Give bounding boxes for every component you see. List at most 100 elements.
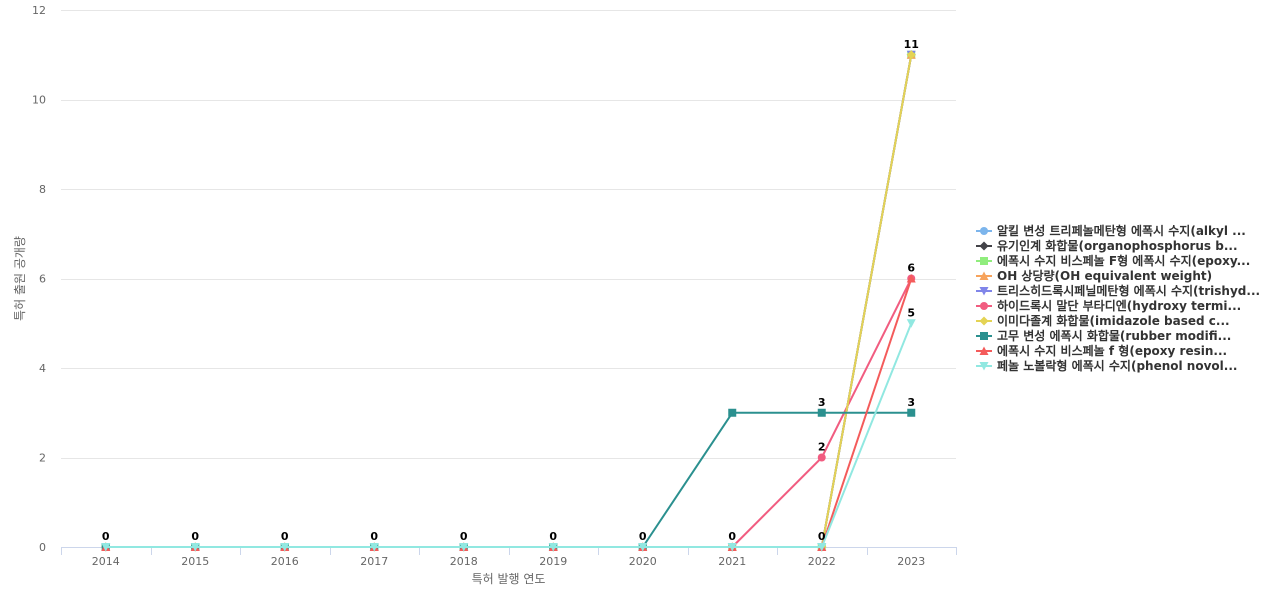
x-tick-label: 2020 bbox=[629, 555, 657, 568]
series-5 bbox=[101, 50, 916, 552]
series-point bbox=[906, 274, 916, 283]
data-label: 2 bbox=[818, 441, 826, 454]
legend-item[interactable]: 에폭시 수지 비스페놀 f 형(epoxy resin... bbox=[976, 343, 1227, 358]
y-tick-label: 0 bbox=[39, 541, 46, 554]
series-2 bbox=[101, 50, 916, 552]
series-line bbox=[105, 54, 913, 548]
legend-symbol bbox=[979, 287, 989, 296]
legend-symbol bbox=[979, 362, 989, 371]
legend-symbol bbox=[979, 346, 989, 355]
y-tick-label: 6 bbox=[39, 273, 46, 286]
series-point bbox=[906, 319, 916, 328]
series-point bbox=[817, 408, 826, 417]
legend-symbol bbox=[979, 316, 989, 326]
series-point bbox=[280, 543, 290, 552]
legend-label: 이미다졸계 화합물(imidazole based c... bbox=[997, 313, 1230, 328]
legend-symbol bbox=[979, 241, 989, 251]
legend-label: 고무 변성 에폭시 화합물(rubber modifi... bbox=[997, 328, 1231, 343]
series-point bbox=[101, 543, 111, 552]
legend-symbol bbox=[980, 332, 988, 340]
legend: 알킬 변성 트리페놀메탄형 에폭시 수지(alkyl ...유기인계 화합물(o… bbox=[976, 223, 1260, 373]
series-3 bbox=[101, 50, 916, 551]
series-4 bbox=[101, 50, 916, 551]
series-10 bbox=[101, 319, 916, 552]
data-label: 0 bbox=[460, 530, 468, 543]
y-tick-label: 2 bbox=[39, 452, 46, 465]
legend-symbol bbox=[980, 227, 988, 235]
series-point bbox=[190, 543, 200, 552]
x-axis: 2014 2015 2016 2017 2018 2019 2020 2021 2022 2023 bbox=[61, 547, 957, 568]
legend-label: 페놀 노볼락형 에폭시 수지(phenol novol... bbox=[997, 358, 1237, 373]
series-line bbox=[105, 322, 913, 548]
legend-label: 하이드록시 말단 부타디엔(hydroxy termi... bbox=[997, 298, 1241, 313]
series-point bbox=[638, 543, 648, 552]
data-label: 0 bbox=[191, 530, 199, 543]
legend-item[interactable]: 하이드록시 말단 부타디엔(hydroxy termi... bbox=[976, 298, 1241, 313]
legend-item[interactable]: 알킬 변성 트리페놀메탄형 에폭시 수지(alkyl ... bbox=[976, 223, 1246, 238]
series-point bbox=[817, 453, 826, 462]
y-tick-label: 12 bbox=[32, 4, 46, 17]
data-label: 0 bbox=[639, 530, 647, 543]
series-point bbox=[907, 408, 916, 417]
x-tick-label: 2019 bbox=[539, 555, 567, 568]
legend-item[interactable]: 트리스히드록시페닐메탄형 에폭시 수지(trishyd... bbox=[976, 283, 1260, 298]
data-labels: 0 0 0 0 0 0 0 0 0 2 3 11 6 5 3 bbox=[102, 38, 919, 543]
series-1 bbox=[101, 50, 916, 551]
x-axis-title: 특허 발행 연도 bbox=[472, 571, 546, 586]
data-label: 0 bbox=[728, 530, 736, 543]
series-point bbox=[369, 543, 379, 552]
legend-symbol bbox=[980, 302, 988, 310]
legend-label: 알킬 변성 트리페놀메탄형 에폭시 수지(alkyl ... bbox=[997, 223, 1246, 238]
series-line bbox=[105, 411, 912, 548]
legend-item[interactable]: 유기인계 화합물(organophosphorus b... bbox=[976, 238, 1238, 253]
series-8 bbox=[101, 408, 916, 551]
series-point bbox=[906, 50, 916, 60]
legend-item[interactable]: OH 상당량(OH equivalent weight) bbox=[976, 268, 1212, 283]
x-tick-label: 2018 bbox=[450, 555, 478, 568]
series-point bbox=[459, 543, 469, 552]
series-line bbox=[105, 54, 913, 548]
data-label: 6 bbox=[907, 262, 915, 275]
legend-symbol bbox=[980, 257, 988, 265]
grid-lines bbox=[61, 10, 956, 548]
data-label: 0 bbox=[102, 530, 110, 543]
legend-label: 트리스히드록시페닐메탄형 에폭시 수지(trishyd... bbox=[997, 283, 1260, 298]
series-point bbox=[817, 543, 827, 552]
x-tick-label: 2015 bbox=[181, 555, 209, 568]
legend-item[interactable]: 페놀 노볼락형 에폭시 수지(phenol novol... bbox=[976, 358, 1237, 373]
legend-item[interactable]: 에폭시 수지 비스페놀 F형 에폭시 수지(epoxy... bbox=[976, 253, 1250, 268]
y-tick-label: 4 bbox=[39, 362, 46, 375]
series-lines bbox=[101, 50, 916, 552]
x-tick-label: 2022 bbox=[808, 555, 836, 568]
series-line bbox=[105, 54, 913, 548]
series-line bbox=[105, 54, 913, 548]
series-line bbox=[105, 54, 913, 548]
series-point bbox=[728, 408, 737, 417]
y-tick-label: 8 bbox=[39, 183, 46, 196]
data-label: 11 bbox=[904, 38, 919, 51]
x-tick-label: 2021 bbox=[718, 555, 746, 568]
x-tick-label: 2017 bbox=[360, 555, 388, 568]
series-line bbox=[105, 54, 913, 548]
legend-label: OH 상당량(OH equivalent weight) bbox=[997, 268, 1212, 283]
series-7 bbox=[101, 50, 916, 552]
legend-item[interactable]: 이미다졸계 화합물(imidazole based c... bbox=[976, 313, 1230, 328]
x-tick-label: 2016 bbox=[271, 555, 299, 568]
series-point bbox=[727, 543, 737, 552]
data-label: 0 bbox=[818, 530, 826, 543]
legend-label: 에폭시 수지 비스페놀 f 형(epoxy resin... bbox=[997, 343, 1227, 358]
y-tick-label: 10 bbox=[32, 94, 46, 107]
data-label: 3 bbox=[818, 396, 826, 409]
data-label: 5 bbox=[907, 306, 915, 319]
data-label: 0 bbox=[281, 530, 289, 543]
legend-item[interactable]: 고무 변성 에폭시 화합물(rubber modifi... bbox=[976, 328, 1231, 343]
series-point bbox=[548, 543, 558, 552]
legend-label: 유기인계 화합물(organophosphorus b... bbox=[997, 238, 1238, 253]
legend-label: 에폭시 수지 비스페놀 F형 에폭시 수지(epoxy... bbox=[997, 253, 1250, 268]
x-tick-label: 2023 bbox=[897, 555, 925, 568]
legend-symbol bbox=[979, 271, 989, 280]
x-tick-label: 2014 bbox=[92, 555, 120, 568]
y-axis-title: 특허 출원 공개량 bbox=[13, 236, 27, 321]
